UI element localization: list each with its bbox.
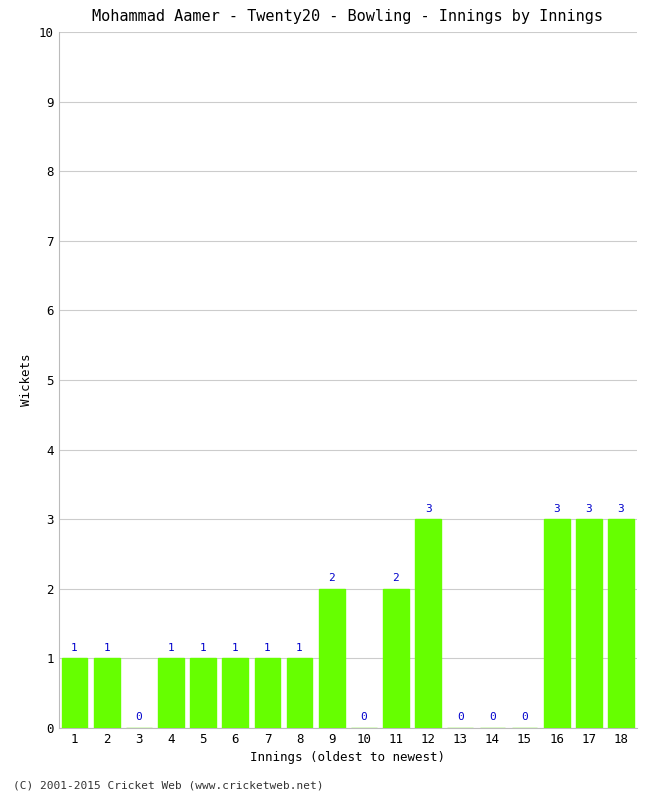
Text: 0: 0 — [489, 713, 496, 722]
Text: 2: 2 — [328, 574, 335, 583]
Text: 1: 1 — [232, 643, 239, 653]
Text: 2: 2 — [393, 574, 399, 583]
X-axis label: Innings (oldest to newest): Innings (oldest to newest) — [250, 751, 445, 765]
Bar — [576, 519, 602, 728]
Bar — [94, 658, 120, 728]
Bar — [544, 519, 569, 728]
Text: 1: 1 — [264, 643, 271, 653]
Text: 3: 3 — [618, 504, 624, 514]
Text: 3: 3 — [424, 504, 432, 514]
Bar — [318, 589, 344, 728]
Bar — [222, 658, 248, 728]
Bar — [190, 658, 216, 728]
Text: 1: 1 — [296, 643, 303, 653]
Text: 1: 1 — [200, 643, 207, 653]
Text: 1: 1 — [72, 643, 78, 653]
Text: 1: 1 — [103, 643, 110, 653]
Bar — [608, 519, 634, 728]
Text: (C) 2001-2015 Cricket Web (www.cricketweb.net): (C) 2001-2015 Cricket Web (www.cricketwe… — [13, 781, 324, 790]
Bar — [62, 658, 87, 728]
Text: 0: 0 — [135, 713, 142, 722]
Title: Mohammad Aamer - Twenty20 - Bowling - Innings by Innings: Mohammad Aamer - Twenty20 - Bowling - In… — [92, 9, 603, 24]
Bar — [287, 658, 313, 728]
Bar — [158, 658, 184, 728]
Bar — [255, 658, 280, 728]
Bar — [415, 519, 441, 728]
Text: 0: 0 — [521, 713, 528, 722]
Text: 1: 1 — [168, 643, 174, 653]
Text: 3: 3 — [553, 504, 560, 514]
Y-axis label: Wickets: Wickets — [20, 354, 33, 406]
Text: 0: 0 — [361, 713, 367, 722]
Text: 0: 0 — [457, 713, 463, 722]
Bar — [383, 589, 409, 728]
Text: 3: 3 — [586, 504, 592, 514]
